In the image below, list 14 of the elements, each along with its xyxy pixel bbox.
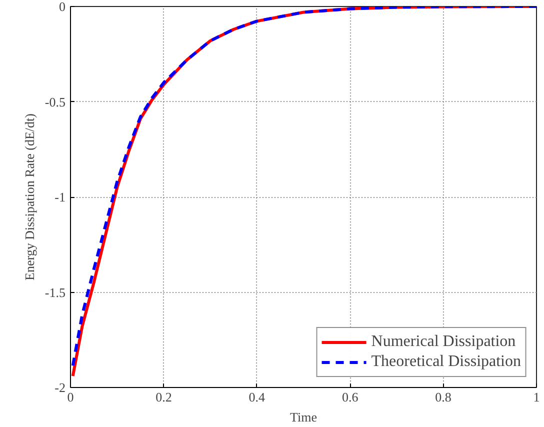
legend-label: Theoretical Dissipation [371, 353, 521, 371]
x-tick-label: 0.2 [156, 390, 172, 404]
x-tick-label: 0.6 [342, 390, 359, 404]
x-axis-title: Time [290, 410, 318, 424]
y-tick-label: -0.5 [44, 94, 66, 110]
x-tick-label: 0.4 [248, 390, 266, 404]
y-axis-title: Energy Dissipation Rate (dE/dt) [22, 114, 37, 280]
y-tick-label: 0 [59, 0, 66, 14]
legend-label: Numerical Dissipation [371, 333, 516, 351]
y-tick-label: -1 [54, 190, 66, 204]
y-tick-label: -1.5 [44, 284, 66, 300]
x-tick-label: 1 [533, 390, 540, 404]
x-tick-label: 0.8 [435, 390, 452, 404]
y-tick-label: -2 [54, 380, 66, 395]
